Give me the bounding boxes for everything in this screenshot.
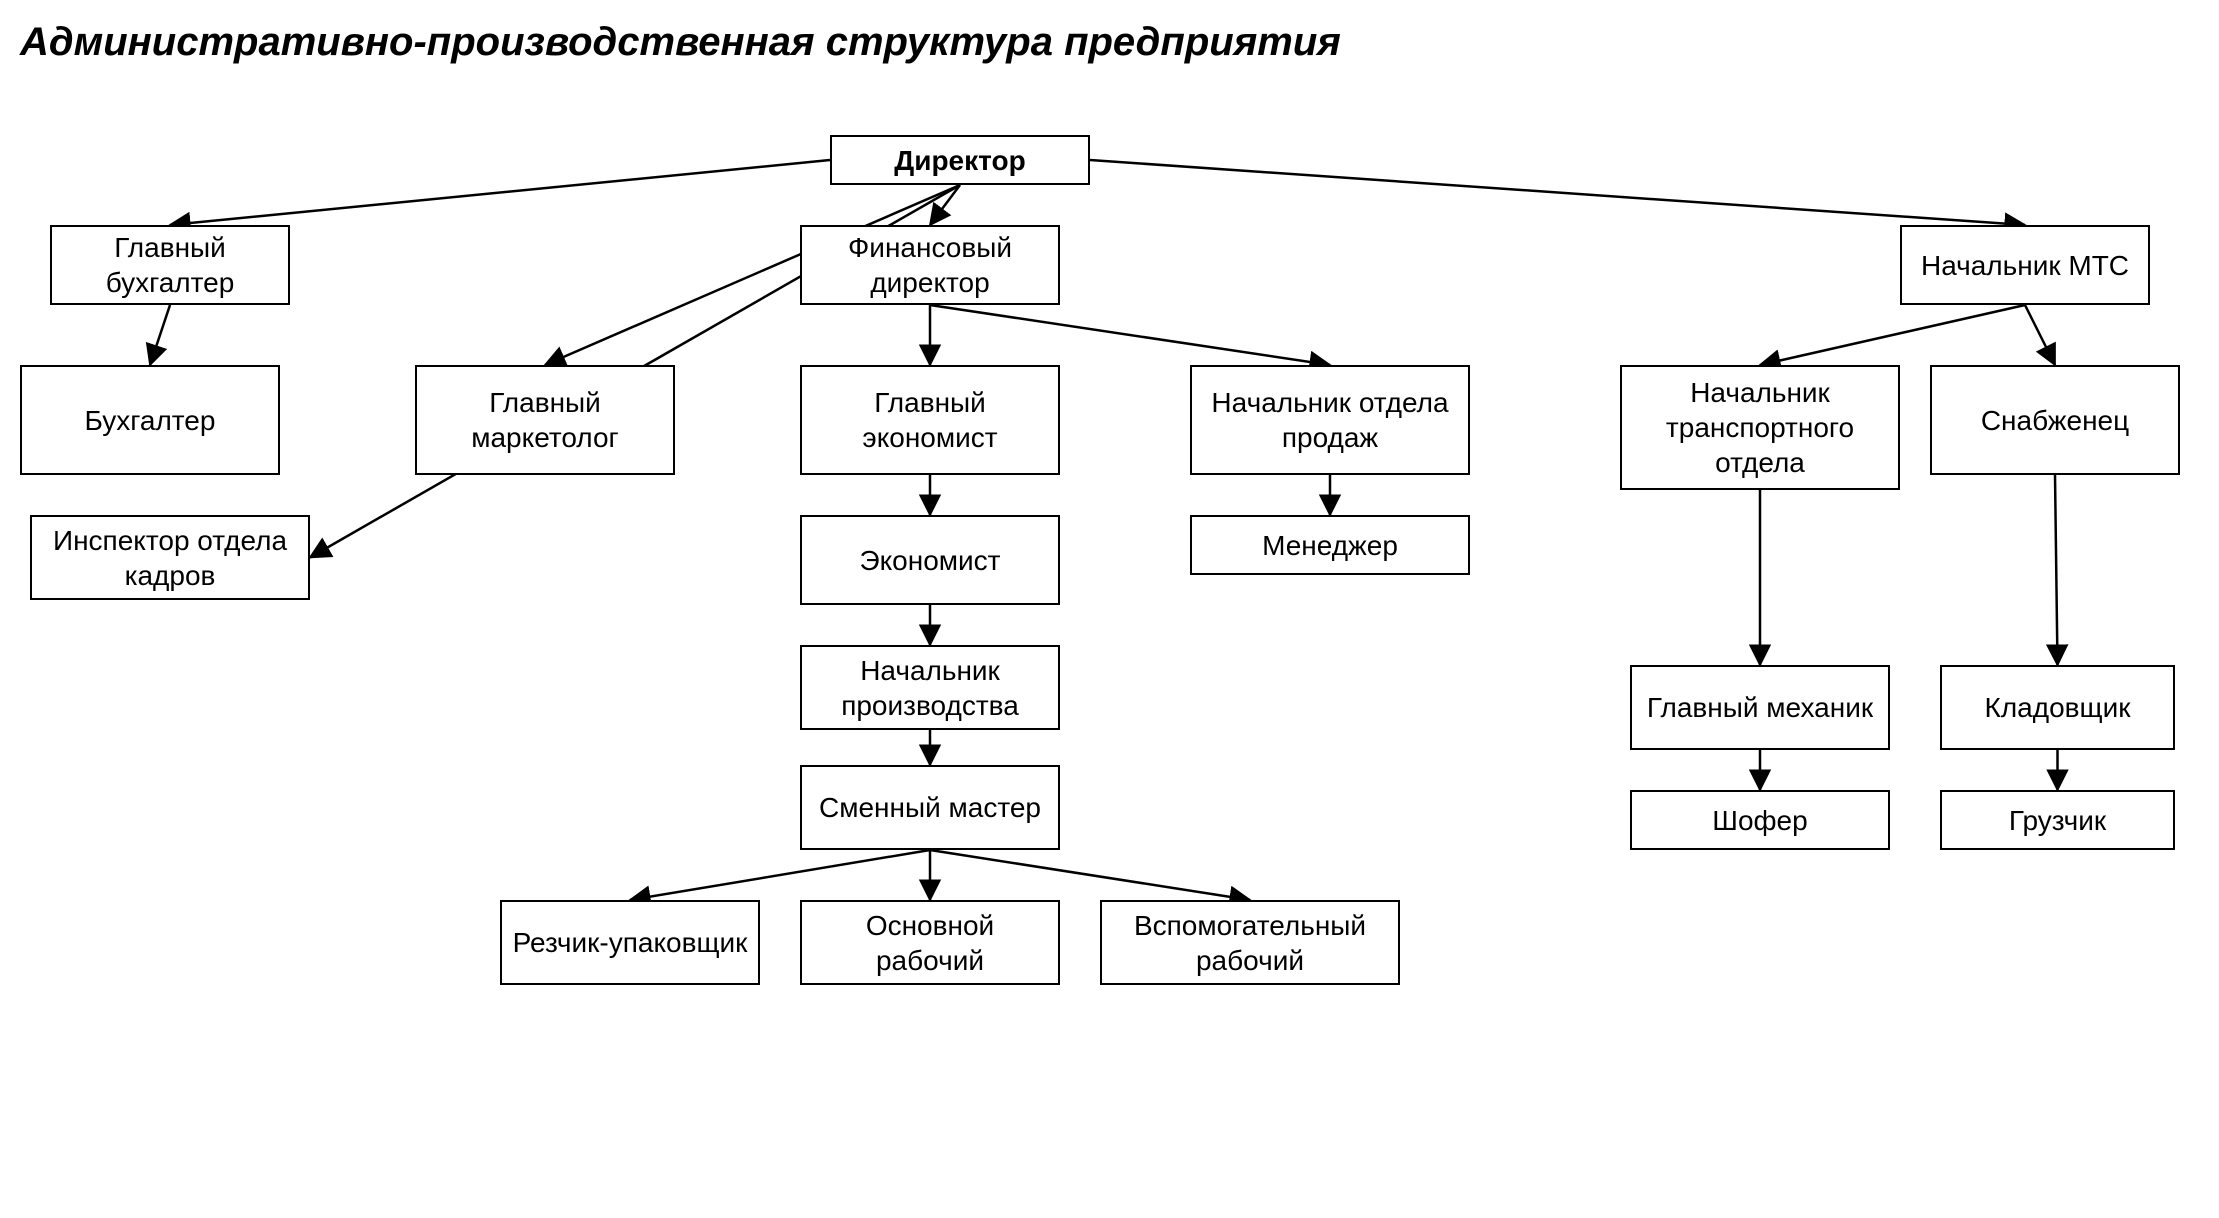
node-label: Начальник производства bbox=[810, 653, 1050, 723]
node-label: Главный бухгалтер bbox=[60, 230, 280, 300]
node-label: Экономист bbox=[859, 543, 1000, 578]
node-label: Грузчик bbox=[2009, 803, 2106, 838]
node-head_mts: Начальник МТС bbox=[1900, 225, 2150, 305]
node-label: Начальник отдела продаж bbox=[1200, 385, 1460, 455]
node-label: Финансовый директор bbox=[810, 230, 1050, 300]
node-head_transport: Начальник транспортного отдела bbox=[1620, 365, 1900, 490]
node-label: Начальник МТС bbox=[1921, 248, 2129, 283]
node-shift_master: Сменный мастер bbox=[800, 765, 1060, 850]
node-chief_mechanic: Главный механик bbox=[1630, 665, 1890, 750]
node-label: Шофер bbox=[1712, 803, 1807, 838]
node-label: Директор bbox=[894, 143, 1025, 178]
node-fin_director: Финансовый директор bbox=[800, 225, 1060, 305]
edges-layer bbox=[20, 95, 2200, 1195]
node-cutter_packer: Резчик-упаковщик bbox=[500, 900, 760, 985]
edge-chief_accountant-accountant bbox=[150, 305, 170, 365]
node-label: Инспектор отдела кадров bbox=[40, 523, 300, 593]
edge-director-chief_accountant bbox=[170, 160, 830, 225]
node-manager: Менеджер bbox=[1190, 515, 1470, 575]
edge-head_mts-head_transport bbox=[1760, 305, 2025, 365]
node-label: Бухгалтер bbox=[85, 403, 216, 438]
node-label: Резчик-упаковщик bbox=[513, 925, 748, 960]
node-label: Основной рабочий bbox=[810, 908, 1050, 978]
edge-shift_master-aux_worker bbox=[930, 850, 1250, 900]
node-label: Снабженец bbox=[1981, 403, 2129, 438]
page-title: Административно-производственная структу… bbox=[20, 20, 2199, 65]
node-economist: Экономист bbox=[800, 515, 1060, 605]
edge-director-fin_director bbox=[930, 185, 960, 225]
org-chart-canvas: Директор Главный бухгалтер Финансовый дире… bbox=[20, 95, 2200, 1195]
node-supplier: Снабженец bbox=[1930, 365, 2180, 475]
node-chief_accountant: Главный бухгалтер bbox=[50, 225, 290, 305]
node-label: Главный экономист bbox=[810, 385, 1050, 455]
node-label: Главный механик bbox=[1647, 690, 1873, 725]
node-label: Менеджер bbox=[1262, 528, 1398, 563]
edge-shift_master-cutter_packer bbox=[630, 850, 930, 900]
node-loader: Грузчик bbox=[1940, 790, 2175, 850]
node-label: Кладовщик bbox=[1985, 690, 2131, 725]
edge-head_mts-supplier bbox=[2025, 305, 2055, 365]
node-head_sales: Начальник отдела продаж bbox=[1190, 365, 1470, 475]
node-main_worker: Основной рабочий bbox=[800, 900, 1060, 985]
node-label: Начальник транспортного отдела bbox=[1630, 375, 1890, 480]
node-aux_worker: Вспомогательный рабочий bbox=[1100, 900, 1400, 985]
node-storekeeper: Кладовщик bbox=[1940, 665, 2175, 750]
node-label: Главный маркетолог bbox=[425, 385, 665, 455]
node-chief_marketer: Главный маркетолог bbox=[415, 365, 675, 475]
edge-director-head_mts bbox=[1090, 160, 2025, 225]
edge-supplier-storekeeper bbox=[2055, 475, 2058, 665]
node-hr_inspector: Инспектор отдела кадров bbox=[30, 515, 310, 600]
node-label: Вспомогательный рабочий bbox=[1110, 908, 1390, 978]
node-label: Сменный мастер bbox=[819, 790, 1041, 825]
node-chief_economist: Главный экономист bbox=[800, 365, 1060, 475]
edge-fin_director-head_sales bbox=[930, 305, 1330, 365]
node-head_production: Начальник производства bbox=[800, 645, 1060, 730]
node-accountant: Бухгалтер bbox=[20, 365, 280, 475]
node-director: Директор bbox=[830, 135, 1090, 185]
node-driver: Шофер bbox=[1630, 790, 1890, 850]
